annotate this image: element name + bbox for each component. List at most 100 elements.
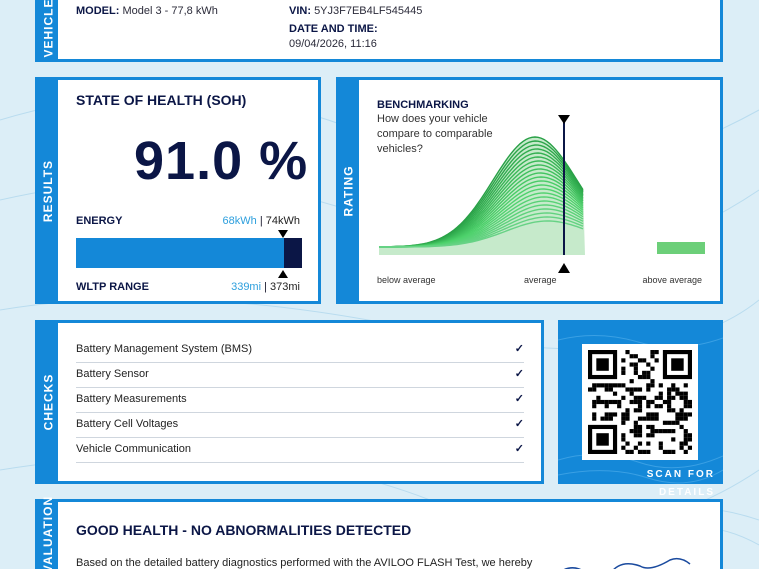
qr-module: [650, 383, 655, 388]
check-row: Battery Management System (BMS) ✓: [76, 338, 524, 363]
qr-module: [658, 445, 663, 450]
qr-module: [592, 383, 597, 388]
qr-module: [683, 404, 688, 409]
qr-module: [633, 399, 638, 405]
qr-module: [637, 416, 643, 421]
check-label: Battery Measurements: [76, 393, 187, 405]
qr-module: [637, 441, 643, 446]
qr-module: [637, 429, 643, 434]
check-row: Battery Measurements ✓: [76, 388, 524, 413]
qr-module: [642, 374, 647, 380]
qr-module: [662, 399, 668, 405]
vin-label: VIN:: [289, 5, 311, 17]
qr-module: [633, 387, 638, 392]
qr-module: [637, 395, 643, 400]
qr-module: [621, 445, 626, 450]
qr-module: [687, 437, 692, 442]
qr-module: [633, 433, 638, 438]
rating-card: RATING BENCHMARKING How does your vehicl…: [336, 77, 723, 304]
qr-module: [646, 441, 651, 446]
qr-module: [683, 449, 688, 454]
qr-module: [667, 449, 672, 454]
qr-module: [637, 399, 643, 405]
checkmark-icon: ✓: [514, 343, 524, 355]
qr-module: [625, 449, 630, 454]
qr-module: [637, 374, 643, 380]
vehicle-card: VEHICLE MODEL: Model 3 - 77,8 kWh VIN: 5…: [35, 0, 723, 62]
qr-module: [671, 408, 676, 413]
qr-module: [687, 399, 692, 405]
qr-module: [683, 416, 688, 421]
qr-module: [604, 399, 609, 405]
qr-module: [654, 429, 659, 434]
qr-module: [654, 404, 659, 409]
qr-module: [679, 416, 684, 421]
qr-module: [662, 449, 668, 454]
qr-module: [629, 379, 634, 384]
qr-module: [612, 412, 618, 417]
qr-module: [679, 445, 684, 450]
qr-module: [654, 358, 659, 363]
qr-module: [629, 362, 634, 367]
vin-value: 5YJ3F7EB4LF545445: [314, 5, 423, 17]
check-label: Battery Management System (BMS): [76, 343, 253, 355]
qr-module: [629, 449, 634, 454]
qr-module: [625, 441, 630, 446]
qr-module: [667, 399, 672, 405]
qr-caption: SCAN FOR DETAILS: [646, 469, 715, 498]
model-label: MODEL:: [76, 5, 120, 17]
qr-code[interactable]: [582, 344, 698, 460]
checkmark-icon: ✓: [514, 368, 524, 380]
qr-module: [683, 429, 688, 434]
soh-value: 91.0 %: [134, 131, 309, 191]
qr-module: [637, 449, 643, 454]
check-row: Battery Cell Voltages ✓: [76, 413, 524, 438]
qr-module: [671, 420, 676, 425]
qr-module: [646, 387, 651, 392]
above-average-label: above average: [642, 275, 702, 285]
qr-module: [637, 424, 643, 430]
evaluation-text: Based on the detailed battery diagnostic…: [76, 557, 533, 569]
energy-current: 68kWh: [222, 215, 257, 227]
evaluation-title: GOOD HEALTH - NO ABNORMALITIES DETECTED: [76, 522, 412, 538]
qr-module: [667, 429, 672, 434]
qr-module: [667, 420, 672, 425]
qr-module: [667, 395, 672, 400]
qr-module: [646, 404, 651, 409]
qr-module: [675, 387, 680, 392]
qr-module: [658, 391, 663, 396]
qr-module: [646, 416, 651, 421]
checks-card: CHECKS: [35, 320, 544, 484]
results-side-label: RESULTS: [41, 159, 55, 222]
curve-line: [379, 220, 584, 248]
qr-module: [633, 408, 638, 413]
qr-card[interactable]: SCAN FOR DETAILS: [558, 320, 723, 498]
energy-separator: |: [256, 215, 266, 227]
qr-module: [612, 391, 618, 396]
range-values: 339mi | 373mi: [231, 281, 300, 293]
qr-module: [637, 408, 643, 413]
qr-module: [658, 441, 663, 446]
vehicle-side-tab: VEHICLE: [38, 0, 58, 59]
qr-module: [658, 395, 663, 400]
qr-module: [600, 383, 605, 388]
results-side-tab: RESULTS: [38, 80, 58, 301]
qr-module: [646, 412, 651, 417]
checkmark-icon: ✓: [514, 393, 524, 405]
rating-side-label: RATING: [342, 164, 357, 217]
qr-caption-wrap: SCAN FOR DETAILS: [633, 464, 723, 500]
qr-module: [608, 383, 613, 388]
check-label: Battery Cell Voltages: [76, 418, 179, 430]
benchmarking-title: BENCHMARKING: [377, 99, 469, 111]
qr-module: [621, 366, 626, 371]
qr-module: [679, 412, 684, 417]
evaluation-side-label: EVALUATION: [41, 495, 55, 569]
qr-module: [637, 387, 643, 392]
qr-module: [646, 433, 651, 438]
qr-module: [604, 416, 609, 421]
qr-module: [608, 399, 613, 405]
qr-module: [621, 370, 626, 375]
qr-module: [600, 416, 605, 421]
range-separator: |: [261, 281, 271, 293]
qr-module: [687, 433, 692, 438]
